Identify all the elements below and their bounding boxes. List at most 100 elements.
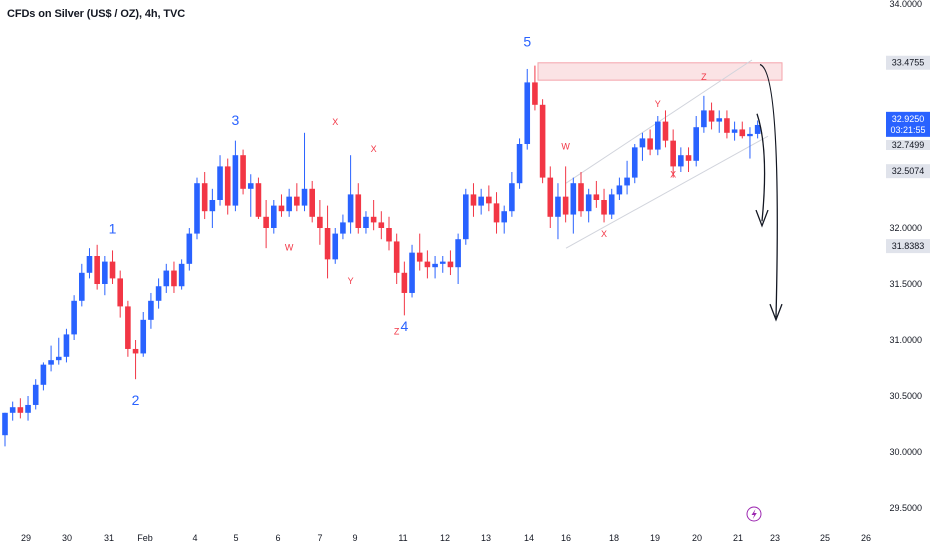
candle-body [102,261,108,284]
x-tick-label: 13 [481,533,491,543]
candle [309,180,315,223]
x-tick-label: 16 [561,533,571,543]
candle [570,177,577,234]
candle-body [370,216,377,223]
candle-body [662,121,669,141]
x-axis: 29 30 31 Feb 4 5 6 7 9 11 12 13 14 16 18 19 20 21 23 25 26 [21,533,871,543]
candle [347,155,354,234]
candle-body [532,82,538,105]
candle [232,140,239,212]
candle [447,250,454,276]
candle-body [86,256,93,273]
current-price-value: 32.9250 [892,114,925,124]
candle [55,337,62,365]
candle [647,129,653,156]
candle-body [670,140,676,167]
candle [555,183,561,240]
candle-body [439,261,446,264]
wave-label: X [670,170,676,180]
candle [747,127,753,159]
candle-body [347,194,354,223]
short-projection-arrow [756,113,766,222]
candle-body [486,196,492,204]
candle-body [178,263,185,287]
candle-body [470,194,477,206]
candle [209,188,216,228]
candle-body [340,222,346,234]
candle [17,398,24,419]
candle-body [255,183,262,217]
candle-body [332,233,339,260]
candle-body [509,183,515,212]
candle-body [455,239,461,268]
y-tick-label: 31.5000 [889,279,922,289]
candle [631,144,638,184]
candle-body [355,194,362,228]
candle [524,68,531,150]
candle [501,205,507,234]
candle [624,160,630,195]
candle-body [324,228,331,260]
candle-body [109,261,116,279]
wave-label: Z [394,326,400,336]
candle-body [731,129,738,133]
candle-body [294,196,300,206]
candle [301,132,308,212]
candle [439,256,446,273]
candle [701,95,707,133]
candle [424,250,431,279]
candle [286,188,292,217]
candle-body [224,166,231,206]
chart-title: CFDs on Silver (US$ / OZ), 4h, TVC [7,8,186,20]
y-tick-label: 30.0000 [889,447,922,457]
candle-body [655,121,661,150]
lightning-icon[interactable] [746,506,762,522]
candle [340,214,346,240]
candle-body [363,216,369,228]
candle-body [578,183,584,212]
candle-body [547,177,554,217]
y-tick-label: 31.0000 [889,335,922,345]
candle [516,138,523,189]
candle-body [724,118,730,133]
candle [378,211,385,240]
candle [716,110,723,133]
x-tick-label: 5 [233,533,238,543]
current-price-badge [886,111,930,137]
x-tick-label: 21 [733,533,743,543]
candle [86,248,93,279]
candle [416,233,423,271]
candle-body [32,384,39,405]
candle [409,244,415,298]
wave-label: W [561,142,570,152]
x-tick-label: 23 [770,533,780,543]
candle [685,147,692,172]
candle [255,177,262,220]
candle-body [148,300,154,320]
price-badges: 33.4755 32.7499 32.5074 31.8383 32.925003:21… [886,55,930,254]
candle-body [286,196,292,212]
candle [401,261,408,316]
candle-body [393,241,400,273]
x-tick-label: 20 [692,533,702,543]
candle-body [217,166,223,200]
candle [2,412,8,447]
candle-body [555,196,561,217]
wave-label: X [601,229,607,239]
candle-body [55,356,62,361]
price-badge [886,55,930,70]
candle-body [754,124,761,134]
projection-arrows [755,63,783,322]
wave-labels: 1 2 3 4 5 X W X Y Z W X Y X Z [109,34,708,408]
wave-label: Y [348,276,354,286]
candle-body [678,155,684,167]
wave-label: 2 [132,392,140,408]
candle [355,183,362,234]
wave-label: X [332,117,338,127]
candle [102,256,108,296]
candle [247,174,254,217]
candle-body [739,129,746,137]
candle [616,177,623,200]
candle [693,116,699,167]
